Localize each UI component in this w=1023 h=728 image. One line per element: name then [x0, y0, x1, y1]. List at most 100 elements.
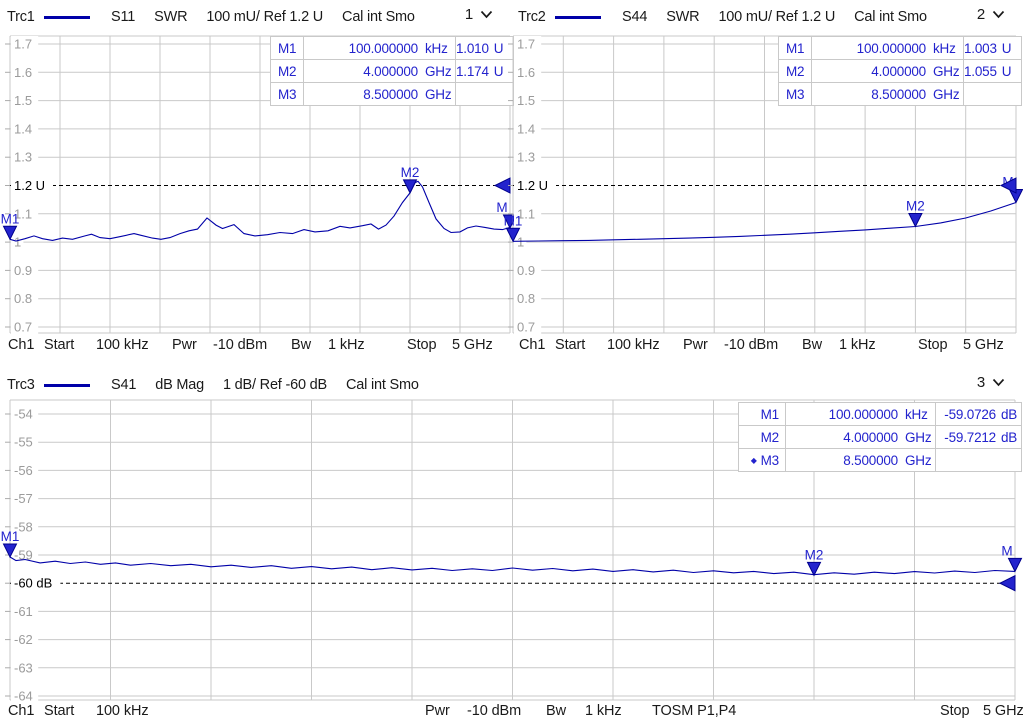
- marker-name-cell: M3: [271, 83, 304, 106]
- channel-selector-3[interactable]: 3: [977, 374, 1005, 391]
- channel-selector-2[interactable]: 2: [977, 6, 1005, 23]
- trace-color-sample-2: [555, 15, 601, 19]
- trace-meas-1[interactable]: S11: [111, 9, 136, 25]
- trace-format-1[interactable]: SWR: [154, 9, 188, 25]
- trace-name-3[interactable]: Trc3: [7, 377, 35, 393]
- tick-label-bg: [514, 64, 542, 81]
- tick-label-bg: [11, 631, 39, 648]
- marker-m[interactable]: M: [1001, 543, 1023, 573]
- trace-cal-3[interactable]: Cal int Smo: [345, 377, 419, 393]
- tick-label-bg: [11, 688, 39, 704]
- start-value[interactable]: 100 kHz: [607, 337, 660, 353]
- marker-frequency-cell: 4.000000 GHz: [786, 426, 936, 449]
- pwr-value[interactable]: -10 dBm: [724, 337, 779, 353]
- marker-m2[interactable]: M2: [805, 547, 824, 577]
- channel-footer-2: Ch1 Start 100 kHz Pwr -10 dBm Bw 1 kHz S…: [511, 337, 1023, 357]
- channel-label[interactable]: Ch1: [8, 703, 35, 719]
- trace-header-3: Trc3 S41 dB Mag 1 dB/ Ref -60 dB Cal int…: [0, 373, 1023, 397]
- trace-format-2[interactable]: SWR: [666, 9, 700, 25]
- marker-m2[interactable]: M2: [906, 199, 925, 228]
- tick-label-bg: [514, 120, 542, 137]
- y-tick-label: 1.5: [14, 93, 32, 108]
- marker-frequency-cell: 100.000000 kHz: [786, 403, 936, 426]
- trace-color-sample-1: [44, 15, 90, 19]
- stop-value[interactable]: 5 GHz: [452, 337, 493, 353]
- marker-m1[interactable]: M1: [504, 213, 523, 243]
- pwr-label: Pwr: [425, 703, 450, 719]
- tick-label-bg: [11, 659, 39, 676]
- trace-name-1[interactable]: Trc1: [7, 9, 35, 25]
- channel-label[interactable]: Ch1: [8, 337, 35, 353]
- tick-label-bg: [514, 92, 542, 109]
- trace-header-2: Trc2 S44 SWR 100 mU/ Ref 1.2 U Cal int S…: [511, 5, 1023, 29]
- marker-label: M: [1001, 543, 1012, 558]
- tick-label-bg: [514, 290, 542, 307]
- tick-label-bg: [11, 120, 39, 137]
- marker-m1[interactable]: M1: [1, 529, 20, 559]
- marker-value-cell: [964, 83, 1022, 106]
- marker-m2[interactable]: M2: [401, 165, 420, 194]
- channel-selector-1[interactable]: 1: [465, 6, 493, 23]
- trace-cal-1[interactable]: Cal int Smo: [342, 9, 415, 25]
- marker-triangle-icon[interactable]: [908, 213, 923, 228]
- stop-label: Stop: [407, 337, 437, 353]
- marker-label: M1: [1, 529, 20, 544]
- start-label: Start: [44, 337, 75, 353]
- marker-value-cell: -59.0726 dB: [936, 403, 1022, 426]
- y-tick-label: 1.6: [517, 65, 535, 80]
- marker-value-cell: 1.010 U: [456, 37, 514, 60]
- y-tick-label: -62: [14, 632, 33, 647]
- marker-value-cell: [936, 449, 1022, 472]
- bw-value[interactable]: 1 kHz: [839, 337, 876, 353]
- bw-value[interactable]: 1 kHz: [328, 337, 365, 353]
- stop-value[interactable]: 5 GHz: [963, 337, 1004, 353]
- y-tick-label: -61: [14, 604, 33, 619]
- bw-value[interactable]: 1 kHz: [585, 703, 622, 719]
- trace-scale-2[interactable]: 100 mU/ Ref 1.2 U: [718, 9, 836, 25]
- trace-meas-3[interactable]: S41: [111, 377, 137, 393]
- trace-name-2[interactable]: Trc2: [518, 9, 546, 25]
- trace-format-3[interactable]: dB Mag: [155, 377, 204, 393]
- marker-value-cell: 1.003 U: [964, 37, 1022, 60]
- y-tick-label: 0.8: [517, 291, 535, 306]
- y-tick-label: 1: [14, 235, 21, 250]
- marker-triangle-icon[interactable]: [505, 227, 521, 243]
- marker-triangle-icon[interactable]: [806, 561, 822, 577]
- y-tick-label: -63: [14, 660, 33, 675]
- tick-label-bg: [11, 603, 39, 620]
- ref-level-label: 1.2 U: [14, 178, 45, 193]
- marker-triangle-icon[interactable]: [1007, 557, 1023, 573]
- marker-m1[interactable]: M1: [1, 211, 20, 241]
- trace-scale-3[interactable]: 1 dB/ Ref -60 dB: [222, 377, 327, 393]
- trace-line[interactable]: [9, 180, 511, 242]
- stop-label: Stop: [918, 337, 948, 353]
- trace-line[interactable]: [9, 556, 1016, 576]
- y-tick-label: 1.3: [14, 150, 32, 165]
- pwr-value[interactable]: -10 dBm: [213, 337, 268, 353]
- marker-name-cell: M3: [779, 83, 812, 106]
- stop-value[interactable]: 5 GHz: [983, 703, 1023, 719]
- trace-meas-2[interactable]: S44: [622, 9, 648, 25]
- marker-value-cell: 1.055 U: [964, 60, 1022, 83]
- start-value[interactable]: 100 kHz: [96, 703, 149, 719]
- pwr-value[interactable]: -10 dBm: [467, 703, 522, 719]
- marker-triangle-icon[interactable]: [2, 225, 18, 241]
- marker-triangle-icon[interactable]: [402, 179, 418, 194]
- trace-cal-2[interactable]: Cal int Smo: [854, 9, 927, 25]
- start-value[interactable]: 100 kHz: [96, 337, 149, 353]
- tick-label-bg: [514, 234, 527, 251]
- marker-value-cell: [456, 83, 514, 106]
- channel-label[interactable]: Ch1: [519, 337, 546, 353]
- marker-triangle-icon[interactable]: [2, 543, 18, 559]
- marker-name-cell: M2: [739, 426, 786, 449]
- trace-line[interactable]: [512, 201, 1017, 242]
- trace-scale-1[interactable]: 100 mU/ Ref 1.2 U: [206, 9, 324, 25]
- marker-label: M2: [805, 547, 824, 562]
- tick-label-bg: [514, 177, 556, 194]
- tick-label-bg: [514, 262, 542, 279]
- trace-header-1: Trc1 S11 SWR 100 mU/ Ref 1.2 U Cal int S…: [0, 5, 511, 29]
- tick-label-bg: [11, 262, 39, 279]
- marker-name-cell: M2: [271, 60, 304, 83]
- bw-label: Bw: [291, 337, 311, 353]
